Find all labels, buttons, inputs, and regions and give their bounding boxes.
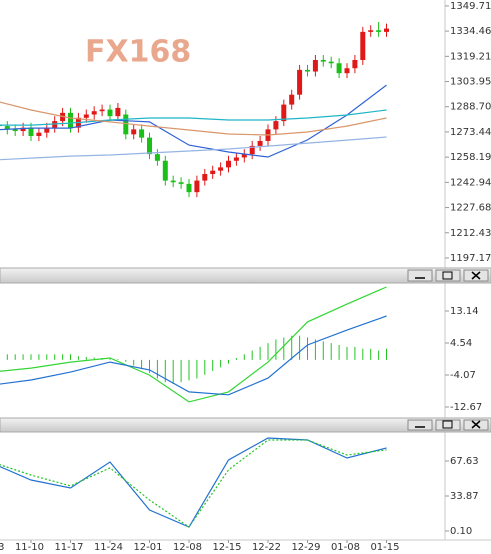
candle-body	[360, 31, 366, 60]
y-tick-label: 1273.44	[450, 127, 491, 138]
y-tick-label: 13.14	[450, 306, 479, 317]
line-series	[0, 315, 387, 396]
panel-bar	[0, 267, 491, 284]
y-tick-label: 1303.95	[450, 77, 491, 88]
candle-body	[328, 61, 334, 64]
y-tick-label: 1319.21	[450, 51, 491, 62]
y-tick-label: -4.07	[450, 370, 476, 381]
candle-body	[44, 127, 50, 133]
candle-body	[4, 126, 10, 130]
candle-body	[36, 132, 42, 136]
candle-body	[194, 180, 200, 193]
candle-body	[83, 114, 89, 118]
y-tick-label: 67.63	[450, 456, 479, 467]
x-tick-label: 11-24	[94, 542, 123, 553]
separator	[0, 417, 491, 433]
y-tick-label: 1197.17	[450, 253, 491, 264]
candle-body	[154, 154, 160, 161]
x-tick-label: 01-15	[370, 542, 399, 553]
candle-body	[162, 160, 168, 181]
x-tick-label: 12-15	[212, 542, 241, 553]
separator	[0, 267, 491, 284]
minimize-button[interactable]	[407, 419, 433, 431]
candle-body	[344, 68, 350, 74]
y-tick-label: 0.10	[450, 526, 472, 537]
candle-body	[312, 59, 318, 72]
y-tick-label: 1349.71	[450, 1, 491, 12]
panel-bar	[0, 417, 491, 433]
candle-body	[170, 180, 176, 183]
candle-body	[68, 112, 73, 128]
candle-body	[297, 69, 303, 95]
y-tick-label: 1242.94	[450, 177, 491, 188]
y-tick-label: 1212.43	[450, 228, 491, 239]
candle-body	[368, 30, 374, 32]
candle-body	[249, 145, 255, 155]
candle-body	[257, 140, 263, 146]
candle-body	[20, 127, 26, 132]
candle-body	[376, 30, 382, 32]
candle-body	[12, 129, 18, 132]
candle-body	[320, 59, 326, 62]
x-tick-label: 12-08	[173, 542, 202, 553]
maximize-button[interactable]	[435, 419, 461, 431]
candle-body	[28, 127, 34, 136]
line-series	[0, 101, 387, 136]
x-tick-label: 11-17	[54, 542, 83, 553]
candle-body	[352, 59, 358, 69]
candle-body	[210, 170, 216, 174]
y-tick-label: 1227.68	[450, 203, 491, 214]
candle-body	[131, 129, 137, 135]
icon	[471, 271, 481, 280]
x-tick-label: 3	[0, 542, 5, 553]
candle-body	[218, 167, 224, 171]
x-tick-label: 11-10	[15, 542, 44, 553]
candle-body	[91, 111, 97, 115]
x-tick-label: 12-22	[252, 542, 281, 553]
candle-body	[147, 137, 152, 155]
line-series	[0, 109, 387, 126]
candle-body	[233, 157, 239, 161]
candle-body	[226, 160, 231, 168]
line-series	[0, 439, 387, 528]
maximize-button[interactable]	[435, 269, 461, 282]
candle-body	[384, 28, 389, 32]
candle-body	[336, 63, 342, 74]
plot-area	[0, 21, 389, 528]
x-tick-label: 12-01	[133, 542, 162, 553]
candle-body	[139, 129, 145, 138]
candle-body	[273, 121, 279, 130]
minimize-button[interactable]	[407, 269, 433, 282]
y-tick-label: 33.87	[450, 491, 479, 502]
candle-body	[289, 94, 295, 105]
y-tick-label: 4.54	[450, 338, 472, 349]
x-tick-label: 12-29	[291, 542, 320, 553]
candle-body	[241, 154, 247, 158]
line-series	[0, 136, 387, 161]
candle-body	[305, 69, 310, 72]
candle-body	[107, 109, 113, 117]
candle-body	[186, 183, 192, 193]
line-series	[0, 286, 387, 403]
candle-body	[123, 114, 129, 135]
candle-body	[281, 104, 287, 122]
candle-body	[115, 107, 121, 117]
watermark: FX168	[85, 35, 191, 70]
y-tick-label: -12.67	[450, 402, 482, 413]
x-tick-label: 01-08	[331, 542, 360, 553]
y-tick-label: 1288.70	[450, 102, 491, 113]
candle-body	[178, 182, 184, 184]
icon	[442, 420, 453, 429]
y-tick-label: 1334.46	[450, 26, 491, 37]
candle-body	[202, 173, 208, 181]
candle-body	[99, 109, 105, 112]
line-series	[0, 84, 387, 158]
icon	[471, 420, 481, 429]
icon	[442, 271, 453, 280]
y-tick-label: 1258.19	[450, 152, 491, 163]
